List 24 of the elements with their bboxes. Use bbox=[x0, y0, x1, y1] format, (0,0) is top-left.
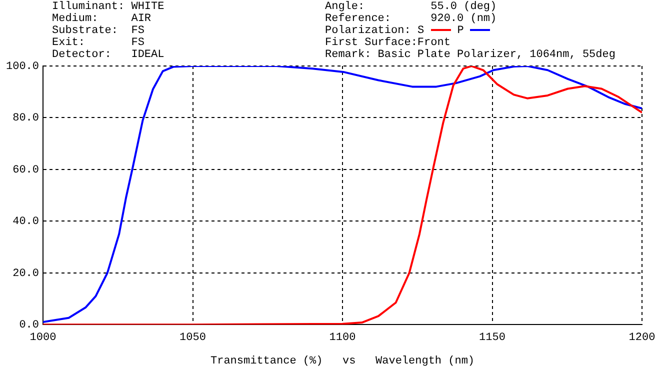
y-tick-label: 0.0 bbox=[19, 320, 40, 332]
y-tick-label: 80.0 bbox=[12, 112, 40, 125]
text: First Surface:Front bbox=[325, 37, 452, 49]
legend-label: P bbox=[457, 25, 464, 37]
legend-title: Polarization: bbox=[325, 25, 411, 37]
x-axis-title: Transmittance (%) vs Wavelength (nm) bbox=[210, 355, 475, 368]
text: Exit: FS bbox=[52, 37, 146, 49]
y-tick-label: 60.0 bbox=[12, 164, 40, 176]
legend-label: S bbox=[417, 25, 424, 37]
text: Substrate: FS bbox=[52, 25, 146, 37]
x-tick-label: 1050 bbox=[180, 332, 206, 344]
y-tick-label: 100.0 bbox=[6, 60, 40, 73]
text: Illuminant: WHITE bbox=[52, 1, 164, 13]
x-tick-label: 1150 bbox=[479, 332, 506, 344]
x-tick-label: 1200 bbox=[628, 332, 656, 344]
text: Detector: IDEAL bbox=[52, 49, 164, 61]
text: Reference: 920.0 (nm) bbox=[325, 13, 498, 25]
y-tick-label: 40.0 bbox=[12, 216, 40, 228]
text: Angle: 55.0 (deg) bbox=[325, 1, 498, 13]
x-tick-label: 1100 bbox=[329, 332, 356, 344]
x-tick-label: 1000 bbox=[30, 332, 56, 344]
text: Remark: Basic Plate Polarizer, 1064nm, 55deg bbox=[325, 49, 616, 61]
text: Medium: AIR bbox=[52, 13, 152, 25]
y-tick-label: 20.0 bbox=[12, 268, 40, 280]
